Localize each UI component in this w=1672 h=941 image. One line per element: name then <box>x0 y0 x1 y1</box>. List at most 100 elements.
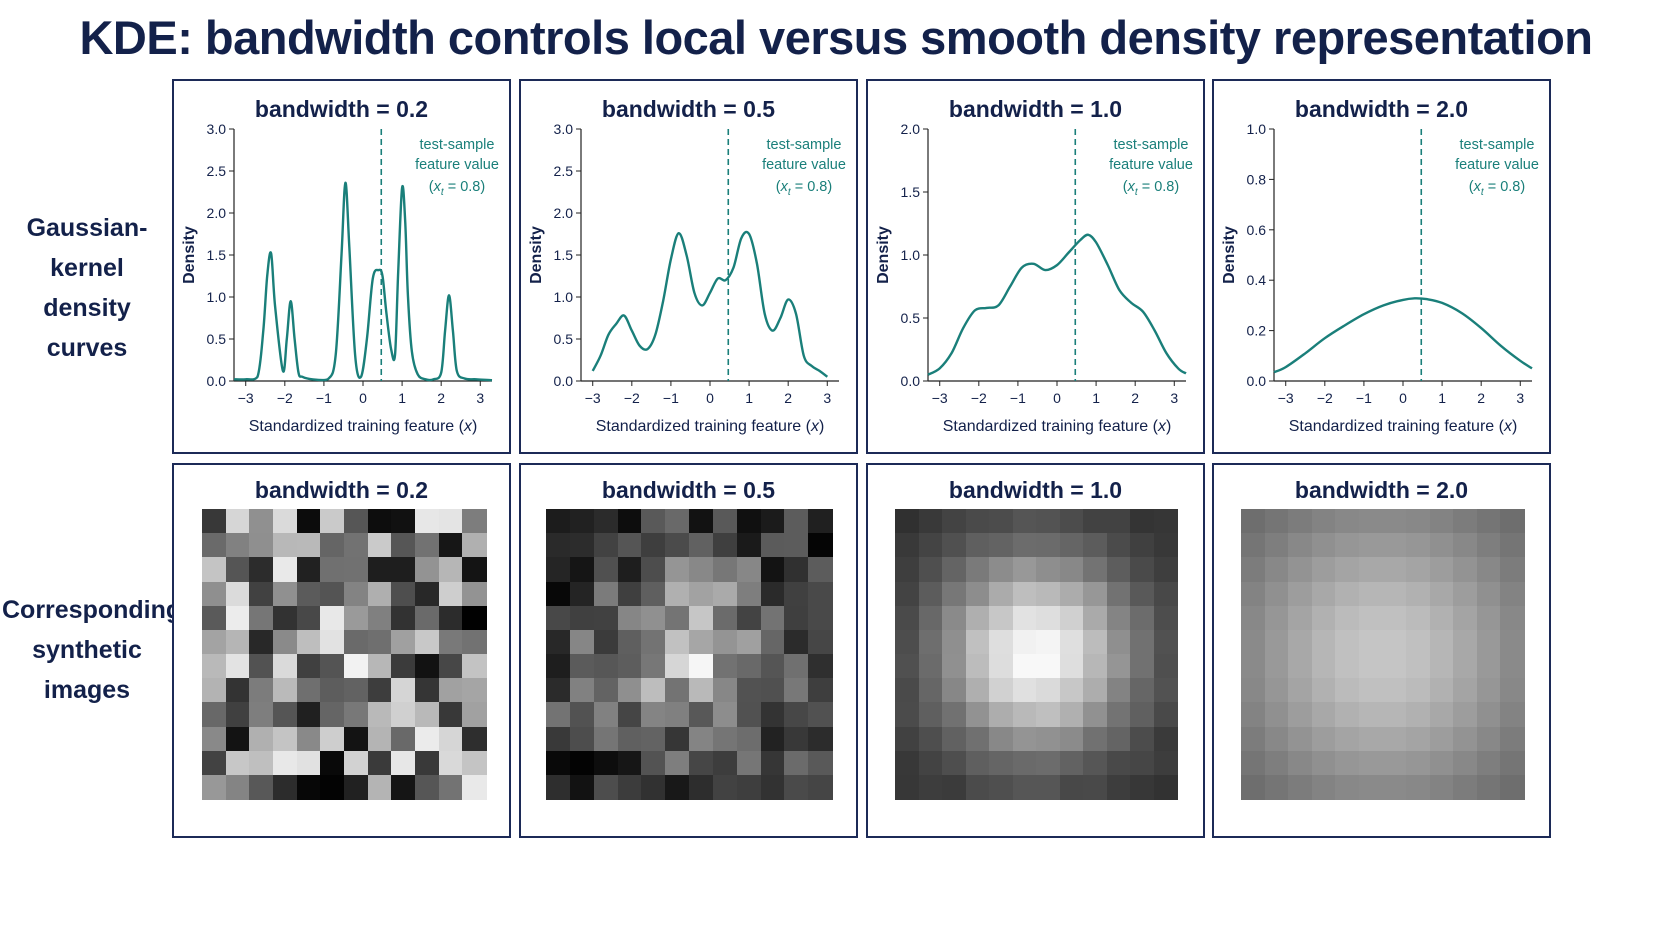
image-pixel <box>1476 509 1501 534</box>
image-pixel <box>689 629 714 655</box>
y-tick-label: 0.5 <box>554 331 574 347</box>
image-pixel <box>1406 750 1431 776</box>
x-tick-label: −1 <box>1356 390 1372 406</box>
image-pixel <box>415 750 440 776</box>
image-pixel <box>641 557 666 583</box>
image-pixel <box>1083 750 1108 776</box>
image-pixel <box>273 678 298 703</box>
image-pixel <box>415 581 440 607</box>
image-pixel <box>1476 533 1501 558</box>
image-pixel <box>1406 533 1431 558</box>
image-pixel <box>1406 605 1431 631</box>
image-pixel <box>1382 605 1407 631</box>
image-title: bandwidth = 0.5 <box>601 477 776 503</box>
image-pixel <box>641 750 666 776</box>
image-pixel <box>1059 726 1084 752</box>
image-pixel <box>712 581 738 607</box>
image-pixel <box>1012 702 1037 728</box>
image-pixel <box>942 702 967 728</box>
image-pixel <box>225 774 250 800</box>
annotation-text: test-sample <box>420 137 495 153</box>
y-axis-label: Density <box>1221 226 1238 284</box>
annotation-text: (xt = 0.8) <box>776 179 832 198</box>
image-pixel <box>320 629 345 655</box>
x-tick-label: 2 <box>1131 390 1139 406</box>
image-pixel <box>1406 509 1431 534</box>
image-pixel <box>462 774 487 800</box>
image-pixel <box>296 702 321 728</box>
image-pixel <box>942 774 967 800</box>
image-pixel <box>462 557 487 583</box>
image-pixel <box>1012 533 1037 558</box>
image-pixel <box>808 629 833 655</box>
image-pixel <box>569 629 595 655</box>
image-pixel <box>1335 629 1360 655</box>
y-tick-label: 0.2 <box>1247 323 1267 339</box>
y-tick-label: 1.0 <box>207 289 227 305</box>
image-pixel <box>617 629 642 655</box>
image-pixel <box>546 774 571 800</box>
image-pixel <box>1335 557 1360 583</box>
image-pixel <box>391 605 416 631</box>
image-pixel <box>918 750 943 776</box>
image-pixel <box>736 654 762 679</box>
image-pixel <box>344 654 369 679</box>
image-pixel <box>760 509 785 534</box>
image-pixel <box>942 750 967 776</box>
image-pixel <box>391 654 416 679</box>
image-pixel <box>1036 605 1061 631</box>
density-chart-svg: 0.0 0.5 1.0 1.5 2.0 2.5 3.0 −3 −2 −1 0 1 2 3 Standardi… <box>528 121 846 435</box>
image-pixel <box>367 605 392 631</box>
image-pixel <box>569 605 595 631</box>
image-pixel <box>415 557 440 583</box>
image-pixel <box>1153 702 1178 728</box>
page-title: KDE: bandwidth controls local versus smo… <box>79 11 1593 64</box>
x-tick-label: 2 <box>784 390 792 406</box>
y-tick-label: 2.0 <box>901 121 921 137</box>
image-pixel <box>712 750 738 776</box>
image-pixel <box>344 509 369 534</box>
image-pixel <box>225 533 250 558</box>
image-pixel <box>569 654 595 679</box>
image-pixel <box>1059 629 1084 655</box>
image-pixel <box>1311 557 1336 583</box>
image-pixel <box>617 726 642 752</box>
image-pixel <box>438 654 463 679</box>
image-pixel <box>1288 678 1313 703</box>
chart-title: bandwidth = 0.2 <box>254 96 429 122</box>
image-pixel <box>1130 533 1155 558</box>
image-pixel <box>225 557 250 583</box>
image-pixel <box>1429 654 1454 679</box>
image-pixel <box>895 605 920 631</box>
image-pixel <box>415 654 440 679</box>
image-pixel <box>415 678 440 703</box>
x-axis-label: Standardized training feature (x) <box>943 418 1172 435</box>
image-pixel <box>736 702 762 728</box>
image-pixel <box>438 557 463 583</box>
image-pixel <box>665 774 690 800</box>
image-pixel <box>1036 726 1061 752</box>
image-pixel <box>1012 605 1037 631</box>
image-pixel <box>617 509 642 534</box>
image-pixel <box>808 726 833 752</box>
image-pixel <box>202 774 227 800</box>
x-tick-label: 1 <box>398 390 406 406</box>
image-pixel <box>1335 605 1360 631</box>
image-pixel <box>391 678 416 703</box>
y-tick-label: 1.0 <box>901 247 921 263</box>
image-pixel <box>989 533 1014 558</box>
image-pixel <box>1453 581 1478 607</box>
image-pixel <box>895 678 920 703</box>
image-pixel <box>641 629 666 655</box>
image-pixel <box>1036 702 1061 728</box>
image-pixel <box>1476 678 1501 703</box>
image-pixel <box>712 654 738 679</box>
image-pixel <box>1406 629 1431 655</box>
image-pixel <box>1106 678 1131 703</box>
chart-title: bandwidth = 2.0 <box>1294 96 1469 122</box>
image-pixel <box>367 654 392 679</box>
image-pixel <box>1311 726 1336 752</box>
image-pixel <box>1036 750 1061 776</box>
y-tick-label: 1.0 <box>1247 121 1267 137</box>
image-pixel <box>1453 678 1478 703</box>
